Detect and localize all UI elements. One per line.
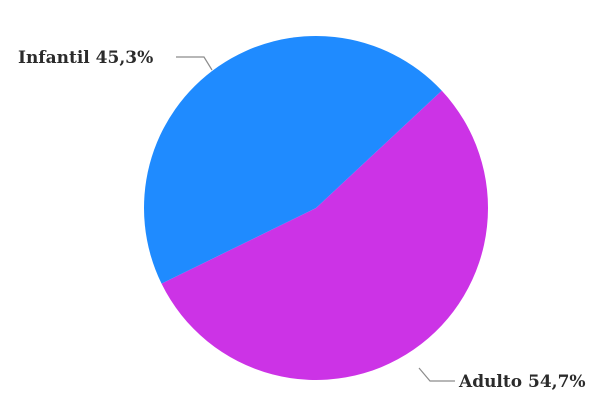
pie-slice-infantil [144,36,442,284]
pie-slices [144,36,489,381]
slice-label-adulto: Adulto 54,7% [458,372,586,392]
leader-line-infantil [176,56,213,71]
pie-labels: Infantil 45,3% Adulto 54,7% [18,48,586,392]
slice-label-infantil: Infantil 45,3% [18,48,153,68]
leader-line-adulto [418,367,455,382]
pie-slice-adulto [161,90,489,381]
